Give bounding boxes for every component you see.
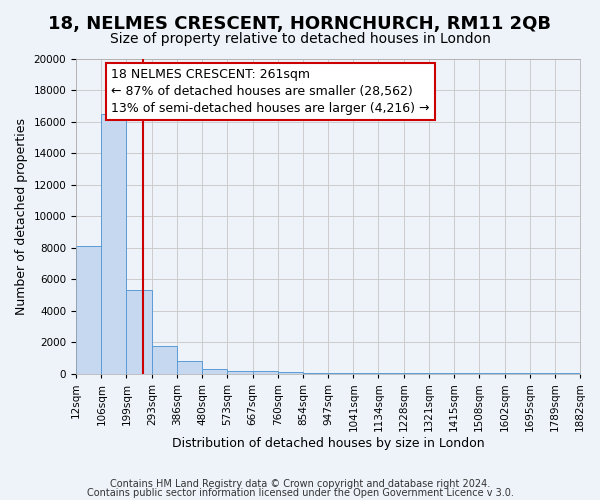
Bar [278,372,303,374]
Bar [152,346,177,374]
Bar [303,373,328,374]
Bar [555,373,580,374]
X-axis label: Distribution of detached houses by size in London: Distribution of detached houses by size … [172,437,484,450]
Bar [479,373,505,374]
Bar [379,373,404,374]
Bar [505,373,530,374]
Bar [454,373,479,374]
Text: Contains HM Land Registry data © Crown copyright and database right 2024.: Contains HM Land Registry data © Crown c… [110,479,490,489]
Bar [328,373,353,374]
Text: Contains public sector information licensed under the Open Government Licence v : Contains public sector information licen… [86,488,514,498]
Bar [127,290,152,374]
Bar [227,370,253,374]
Text: 18 NELMES CRESCENT: 261sqm
← 87% of detached houses are smaller (28,562)
13% of : 18 NELMES CRESCENT: 261sqm ← 87% of deta… [112,68,430,116]
Bar [530,373,555,374]
Bar [429,373,454,374]
Bar [177,361,202,374]
Bar [253,372,278,374]
Bar [404,373,429,374]
Text: 18, NELMES CRESCENT, HORNCHURCH, RM11 2QB: 18, NELMES CRESCENT, HORNCHURCH, RM11 2Q… [49,15,551,33]
Y-axis label: Number of detached properties: Number of detached properties [15,118,28,315]
Bar [76,246,101,374]
Text: Size of property relative to detached houses in London: Size of property relative to detached ho… [110,32,490,46]
Bar [353,373,379,374]
Bar [202,369,227,374]
Bar [101,114,127,374]
